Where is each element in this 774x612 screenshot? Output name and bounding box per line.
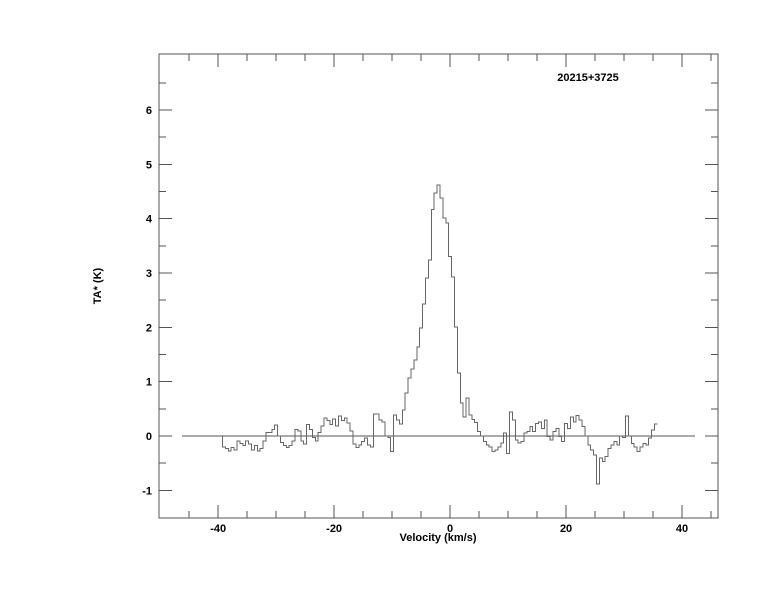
x-tick-label: -40	[210, 523, 226, 535]
x-tick-label: 40	[676, 523, 688, 535]
y-axis-label: TA* (K)	[92, 267, 104, 304]
x-tick-label: 20	[560, 523, 572, 535]
x-tick-label: -20	[326, 523, 342, 535]
source-title: 20215+3725	[557, 72, 618, 84]
y-tick-label: 0	[146, 431, 152, 443]
y-tick-label: 6	[146, 105, 152, 117]
y-tick-label: -1	[142, 485, 152, 497]
axis-ticks	[159, 54, 718, 518]
y-tick-label: 4	[146, 214, 153, 226]
y-tick-label: 2	[146, 322, 152, 334]
y-tick-label: 3	[146, 268, 152, 280]
axis-tick-labels: -40 -20 0 20 40 -1 0 1 2 3 4 5 6	[142, 105, 688, 535]
y-tick-label: 5	[146, 159, 152, 171]
plot-box	[158, 53, 719, 519]
spectrum-trace	[222, 184, 658, 485]
x-axis-label: Velocity (km/s)	[399, 532, 476, 544]
x-tick-label: 0	[447, 523, 453, 535]
y-tick-label: 1	[146, 377, 152, 389]
